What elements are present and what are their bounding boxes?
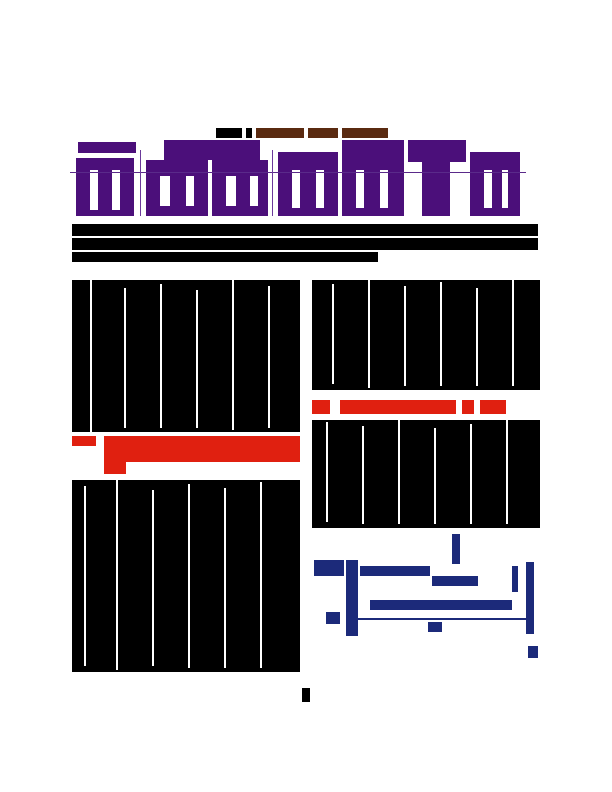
title-rule [70,172,526,173]
figure-mark [314,560,344,576]
right-subheading [340,400,456,414]
header-tag-brown [256,128,304,138]
right-subheading [480,400,506,414]
title-glyph [164,140,260,160]
title-glyph [76,158,134,216]
left-subheading [72,436,96,446]
figure-mark [370,600,512,610]
figure-mark [346,560,358,636]
figure-mark [360,566,430,576]
right-column-text-1 [312,280,540,390]
header-tag-brown-2 [308,128,338,138]
header-tag-dark-2 [246,128,252,138]
title-glyph [146,160,208,216]
page-number-mark [302,688,310,702]
figure-mark [358,618,526,620]
figure-mark [452,534,460,564]
title-glyph [212,160,268,216]
right-column-text-2 [312,420,540,528]
right-subheading [312,400,330,414]
header-kicker [78,142,136,153]
figure-mark [432,576,478,586]
figure-mark [528,646,538,658]
title-glyph [278,152,338,216]
title-glyph [422,162,450,216]
header-tag-brown-3 [342,128,388,138]
header-tag-dark [216,128,242,138]
title-glyph [470,152,520,216]
figure-mark [512,566,518,592]
title-separator [140,150,141,216]
title-glyph [342,140,404,216]
lead-line [72,238,538,250]
figure-mark [526,562,534,634]
figure-mark [428,622,442,632]
lead-line [72,224,538,236]
left-column-text-1 [72,280,300,432]
right-subheading [462,400,474,414]
left-subheading [104,436,300,462]
lead-line [72,252,378,262]
left-subheading [104,462,126,474]
figure-mark [326,612,340,624]
title-glyph [408,140,466,162]
left-column-text-2 [72,480,300,672]
title-separator [272,150,273,216]
